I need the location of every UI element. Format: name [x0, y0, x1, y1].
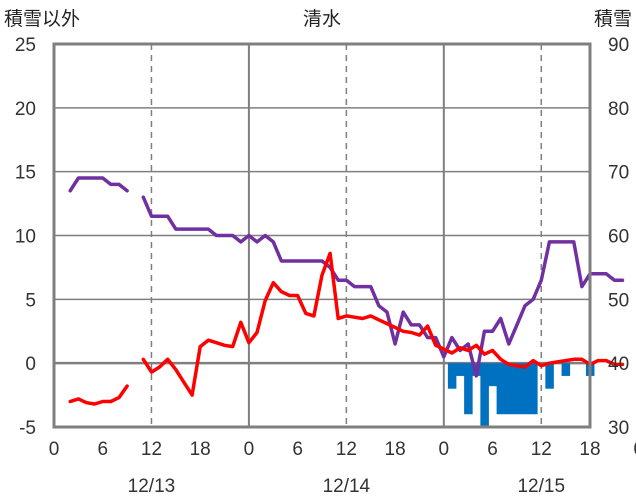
- x-tick-label: 18: [190, 439, 211, 460]
- bar: [512, 363, 522, 415]
- x-tick-label: 0: [633, 439, 636, 460]
- plot-frame: [52, 42, 592, 429]
- chart-title: 清水: [303, 8, 341, 30]
- x-tick-label: 0: [49, 439, 60, 460]
- right-tick-label: 40: [608, 354, 629, 375]
- left-axis-ticks: -5 0 5 10 15 20 25: [15, 35, 36, 439]
- date-label: 12/13: [128, 476, 176, 497]
- left-axis-title: 積雪以外: [4, 8, 80, 30]
- x-tick-label: 0: [439, 439, 450, 460]
- date-labels: 12/13 12/14 12/15: [128, 476, 565, 497]
- bar-series: [447, 363, 595, 427]
- series-line: [68, 384, 129, 406]
- bar: [496, 363, 506, 415]
- x-tick-label: 0: [244, 439, 255, 460]
- bar: [529, 363, 538, 415]
- left-tick-label: 10: [15, 227, 36, 248]
- x-tick-label: 12: [531, 439, 552, 460]
- right-axis-title: 積雪: [594, 8, 632, 30]
- line-series: [68, 176, 625, 406]
- x-tick-label: 6: [97, 439, 108, 460]
- date-label: 12/14: [323, 476, 371, 497]
- x-tick-label: 6: [487, 439, 498, 460]
- series-line: [141, 251, 625, 397]
- left-tick-label: 20: [15, 99, 36, 120]
- bar: [520, 363, 530, 415]
- left-tick-label: 25: [15, 35, 36, 56]
- date-label: 12/15: [517, 476, 565, 497]
- left-tick-label: 5: [25, 290, 36, 311]
- bar: [464, 363, 473, 415]
- right-tick-label: 80: [608, 99, 629, 120]
- bar: [447, 363, 457, 389]
- right-tick-label: 60: [608, 227, 629, 248]
- left-tick-label: 15: [15, 163, 36, 184]
- x-axis-ticks: 0 6 12 18 0 6 12 18 0 6 12 18 0: [49, 439, 636, 460]
- right-tick-label: 30: [608, 418, 629, 439]
- x-tick-label: 18: [385, 439, 406, 460]
- right-tick-label: 50: [608, 290, 629, 311]
- bar: [456, 363, 465, 376]
- bar: [561, 363, 571, 376]
- bar: [545, 363, 554, 389]
- right-tick-label: 70: [608, 163, 629, 184]
- bar: [504, 363, 514, 415]
- x-tick-label: 18: [579, 439, 600, 460]
- x-tick-label: 12: [141, 439, 162, 460]
- bar: [480, 363, 489, 427]
- x-tick-label: 12: [336, 439, 357, 460]
- right-axis-ticks: 30 40 50 60 70 80 90: [608, 35, 629, 439]
- right-tick-label: 90: [608, 35, 629, 56]
- series-line: [68, 176, 129, 193]
- left-tick-label: -5: [19, 418, 36, 439]
- x-tick-label: 6: [292, 439, 303, 460]
- bar: [488, 363, 498, 387]
- left-tick-label: 0: [25, 354, 36, 375]
- series-line: [141, 195, 625, 378]
